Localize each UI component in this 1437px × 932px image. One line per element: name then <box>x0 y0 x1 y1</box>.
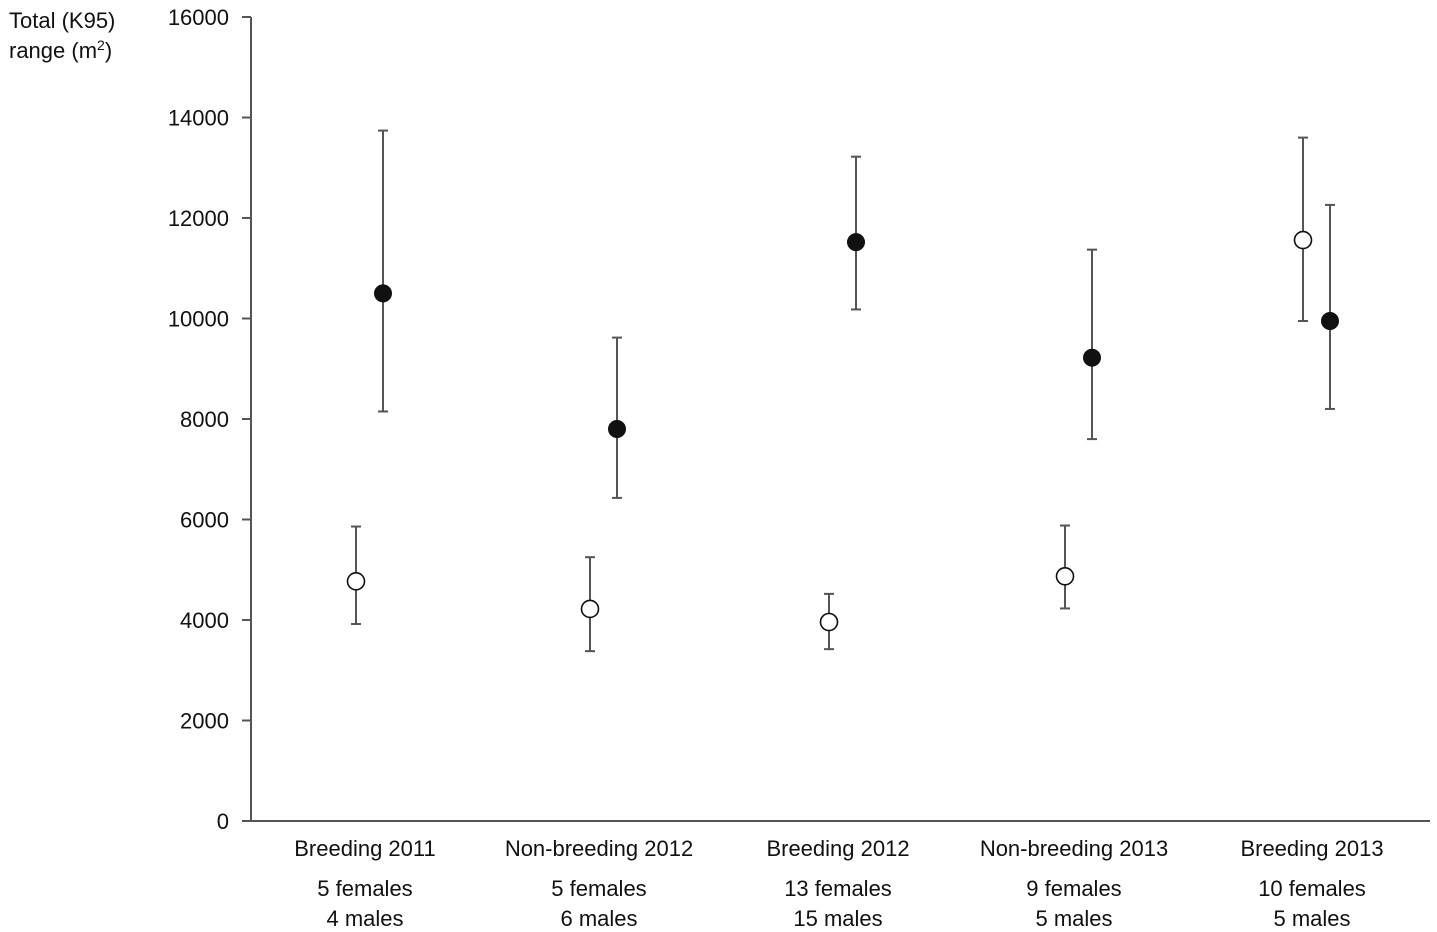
x-category-sample-females: 13 females <box>784 876 892 901</box>
x-category-label: Non-breeding 2013 <box>980 836 1168 861</box>
x-category-label: Non-breeding 2012 <box>505 836 693 861</box>
x-category-sample-females: 10 females <box>1258 876 1366 901</box>
data-point-filled <box>1083 348 1101 367</box>
x-category-sample-males: 6 males <box>560 906 637 931</box>
data-point-filled <box>608 420 626 439</box>
data-points <box>346 230 1339 632</box>
y-tick-label: 14000 <box>168 106 229 131</box>
x-category-label: Breeding 2012 <box>766 836 909 861</box>
y-axis-label-line2: range (m2) <box>9 37 113 63</box>
x-category-sample-males: 15 males <box>793 906 882 931</box>
x-category-sample-females: 5 females <box>317 876 412 901</box>
y-ticks: 0 2000 4000 6000 8000 10000 12000 14000 16000 <box>168 5 251 834</box>
y-tick-label: 4000 <box>180 608 229 633</box>
x-category-sample-females: 9 females <box>1026 876 1121 901</box>
data-point-open <box>580 599 600 619</box>
data-point-open <box>1293 230 1313 250</box>
y-tick-label: 12000 <box>168 206 229 231</box>
x-category-sample-females: 5 females <box>551 876 646 901</box>
x-category-label: Breeding 2011 <box>294 836 436 861</box>
y-tick-label: 6000 <box>180 508 229 533</box>
axes <box>250 17 1430 822</box>
y-axis-label: Total (K95) range (m2) <box>9 6 115 66</box>
y-tick-label: 2000 <box>180 709 229 734</box>
data-point-filled <box>374 284 392 303</box>
data-point-filled <box>847 233 865 252</box>
error-bars <box>351 129 1335 653</box>
x-category-labels: Breeding 2011 5 females 4 males Non-breedin… <box>294 836 1383 931</box>
y-tick-label: 16000 <box>168 5 229 30</box>
x-category-sample-males: 5 males <box>1273 906 1350 931</box>
x-category-sample-males: 4 males <box>326 906 403 931</box>
y-axis-label-line1: Total (K95) <box>9 8 116 33</box>
data-point-filled <box>1321 312 1339 331</box>
data-point-open <box>819 612 839 632</box>
data-point-open <box>346 572 366 591</box>
data-point-open <box>1055 566 1075 586</box>
x-category-label: Breeding 2013 <box>1240 836 1383 861</box>
y-tick-label: 8000 <box>180 407 229 432</box>
x-category-sample-males: 5 males <box>1035 906 1112 931</box>
y-tick-label: 10000 <box>168 307 229 332</box>
y-tick-label: 0 <box>217 809 229 834</box>
